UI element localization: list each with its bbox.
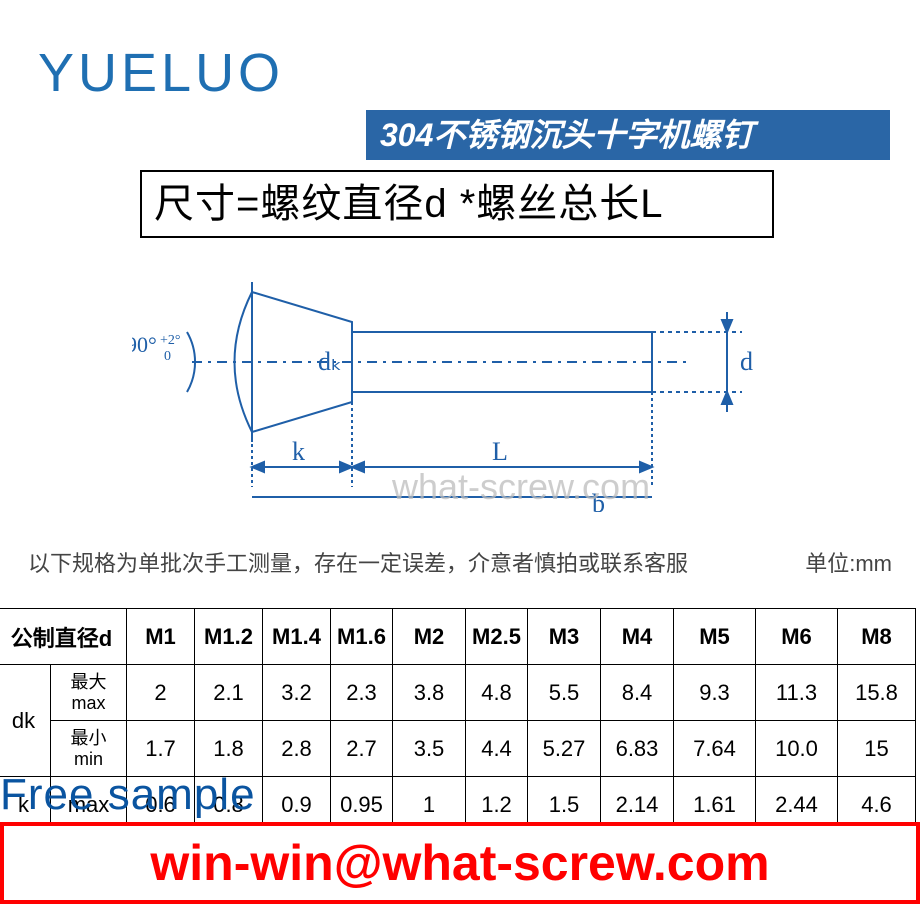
table-cell: 8.4 [601,665,674,721]
table-cell: 4.8 [466,665,528,721]
measurement-note: 以下规格为单批次手工测量，存在一定误差，介意者慎拍或联系客服 [28,546,688,578]
free-sample-overlay: Free sample [0,770,256,820]
table-cell: 2 [127,665,195,721]
table-cell: 6.83 [601,721,674,777]
table-col-header: M1 [127,609,195,665]
table-row-label: 最小min [51,721,127,777]
table-cell: 3.5 [393,721,466,777]
table-cell: 1.8 [195,721,263,777]
table-row-label: 最大max [51,665,127,721]
table-cell: 2.1 [195,665,263,721]
svg-text:+2°: +2° [160,333,181,348]
table-col-header: M1.4 [263,609,331,665]
l-label: L [492,437,508,466]
table-cell: 3.2 [263,665,331,721]
table-col-header: M4 [601,609,674,665]
table-col-header: M1.6 [331,609,393,665]
table-cell: 5.5 [528,665,601,721]
contact-email-banner: win-win@what-screw.com [0,822,920,904]
table-cell: 11.3 [756,665,838,721]
table-cell: 2.8 [263,721,331,777]
table-cell: 4.4 [466,721,528,777]
product-title: 304不锈钢沉头十字机螺钉 [366,110,890,160]
table-col-header: M5 [674,609,756,665]
dk-label: dₖ [318,347,342,376]
screw-diagram: 90° +2° 0 dₖ d k L b what-screw.com [132,252,792,512]
table-row: dk最大max22.13.22.33.84.85.58.49.311.315.8 [0,665,916,721]
d-label: d [740,347,753,376]
table-row: 最小min1.71.82.82.73.54.45.276.837.6410.01… [0,721,916,777]
table-col-header: M2.5 [466,609,528,665]
angle-label: 90° [132,332,157,357]
table-col-header: M1.2 [195,609,263,665]
svg-text:0: 0 [164,349,171,364]
table-header-d: 公制直径d [0,609,127,665]
unit-label: 单位:mm [805,546,892,578]
table-cell: 3.8 [393,665,466,721]
table-group-name: dk [0,665,51,777]
k-label: k [292,437,305,466]
table-col-header: M2 [393,609,466,665]
table-cell: 1.7 [127,721,195,777]
table-cell: 15.8 [838,665,916,721]
diagram-watermark: what-screw.com [392,466,650,508]
table-cell: 9.3 [674,665,756,721]
table-col-header: M3 [528,609,601,665]
brand-logo: YUELUO [38,42,284,104]
table-col-header: M8 [838,609,916,665]
table-col-header: M6 [756,609,838,665]
table-cell: 15 [838,721,916,777]
size-formula-box: 尺寸=螺纹直径d *螺丝总长L [140,170,774,238]
table-cell: 2.3 [331,665,393,721]
table-cell: 5.27 [528,721,601,777]
table-cell: 10.0 [756,721,838,777]
table-cell: 2.7 [331,721,393,777]
table-cell: 7.64 [674,721,756,777]
